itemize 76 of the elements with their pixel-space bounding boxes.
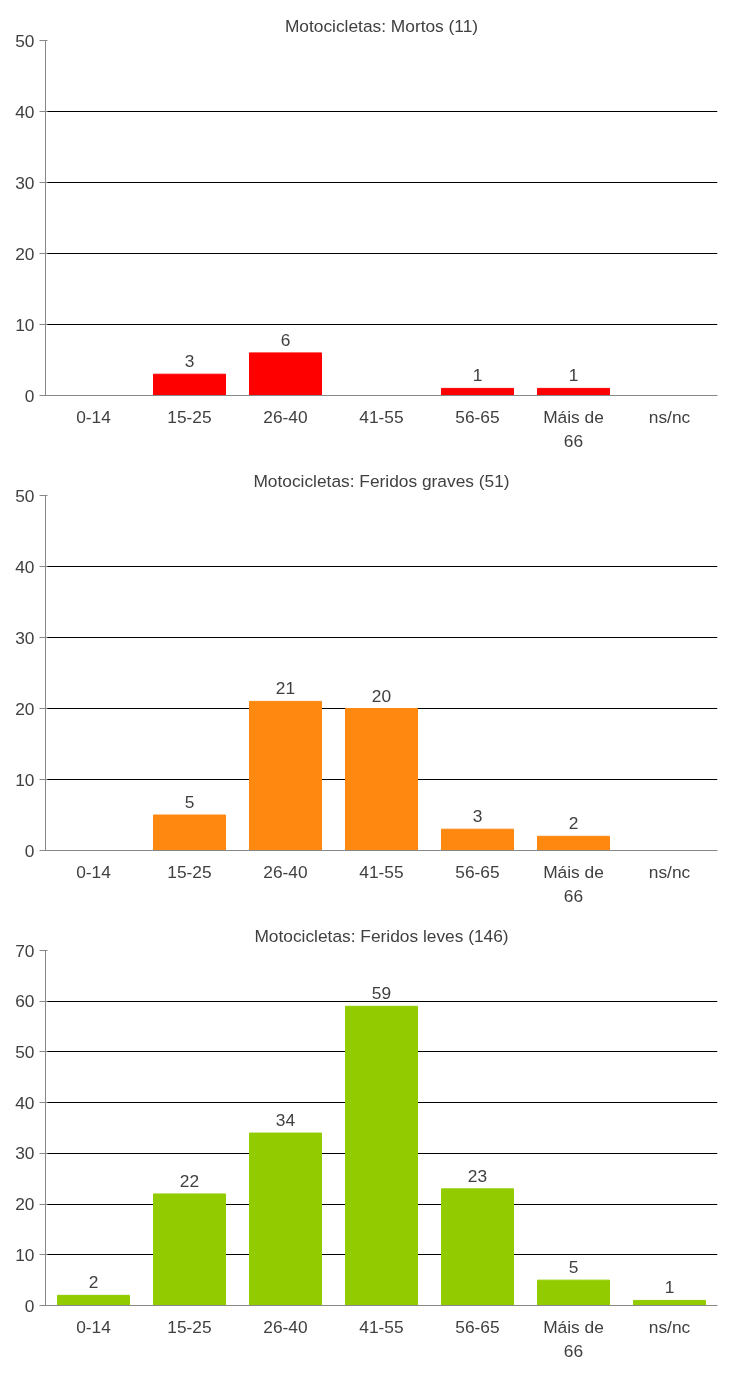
y-tick-label: 30 — [15, 1143, 35, 1164]
bar — [441, 828, 514, 851]
y-tick-label: 30 — [15, 172, 35, 193]
data-label: 1 — [664, 1277, 675, 1298]
bar — [153, 373, 226, 396]
data-label: 1 — [568, 365, 579, 386]
x-tick-label: 41-55 — [359, 861, 404, 882]
x-tick-label: 26-40 — [263, 406, 308, 427]
y-tick-label: 70 — [15, 940, 35, 961]
data-label: 6 — [280, 329, 291, 350]
data-label: 20 — [371, 685, 392, 706]
bar — [537, 835, 610, 851]
data-label: 5 — [184, 792, 195, 812]
data-label: 2 — [88, 1272, 99, 1293]
x-tick-label: 26-40 — [263, 1316, 308, 1337]
y-tick-label: 20 — [15, 1194, 35, 1215]
data-label: 3 — [472, 806, 483, 827]
chart-title: Motocicletas: Feridos leves (146) — [254, 925, 509, 946]
y-tick-label: 40 — [15, 1092, 35, 1113]
data-label: 23 — [467, 1165, 488, 1186]
bar — [153, 1193, 226, 1306]
chart-title: Motocicletas: Mortos (11) — [284, 15, 479, 36]
y-tick-label: 40 — [15, 101, 35, 122]
bar — [57, 1294, 130, 1306]
bar — [537, 1279, 610, 1306]
data-label: 59 — [371, 983, 392, 1004]
x-tick-label: 0-14 — [76, 1316, 112, 1337]
y-tick-label: 40 — [15, 556, 35, 577]
x-tick-label: ns/nc — [648, 861, 691, 882]
x-tick-label: 41-55 — [359, 406, 404, 427]
y-tick-label: 0 — [24, 385, 35, 406]
y-tick-label: 50 — [15, 1041, 35, 1062]
x-tick-label: 15-25 — [167, 1316, 212, 1337]
data-label: 34 — [275, 1110, 296, 1131]
data-label: 21 — [275, 678, 296, 699]
x-tick-label: 56-65 — [455, 1316, 500, 1337]
x-tick-label: ns/nc — [648, 1316, 691, 1337]
bar — [441, 387, 514, 396]
data-label: 1 — [472, 365, 483, 386]
y-tick-label: 0 — [24, 1295, 35, 1316]
data-label: 3 — [184, 351, 195, 372]
bar — [633, 1299, 706, 1306]
y-tick-label: 0 — [24, 840, 35, 861]
x-tick-label: 15-25 — [167, 406, 212, 427]
y-tick-label: 20 — [15, 243, 35, 264]
y-tick-label: 30 — [15, 627, 35, 648]
bar — [249, 700, 322, 851]
x-tick-label: Máis de 66 — [543, 406, 604, 451]
data-label: 22 — [179, 1170, 200, 1191]
y-tick-label: 10 — [15, 769, 35, 790]
x-tick-label: 56-65 — [455, 406, 500, 427]
bar — [249, 1132, 322, 1306]
bar — [537, 387, 610, 396]
data-label: 5 — [568, 1257, 579, 1278]
x-tick-label: ns/nc — [648, 406, 691, 427]
data-label: 2 — [568, 813, 579, 834]
x-tick-label: 56-65 — [455, 861, 500, 882]
chart-title: Motocicletas: Feridos graves (51) — [253, 470, 510, 491]
y-tick-label: 20 — [15, 698, 35, 719]
x-tick-label: 26-40 — [263, 861, 308, 882]
y-tick-label: 10 — [15, 314, 35, 335]
bar — [345, 708, 418, 851]
y-tick-label: 50 — [15, 485, 35, 506]
x-tick-label: Máis de 66 — [543, 861, 604, 906]
bar — [345, 1005, 418, 1306]
x-tick-label: 0-14 — [76, 406, 112, 427]
y-tick-label: 10 — [15, 1244, 35, 1265]
x-tick-label: 0-14 — [76, 861, 112, 882]
bar — [153, 814, 226, 851]
y-tick-label: 50 — [15, 30, 35, 51]
bar — [249, 352, 322, 396]
x-tick-label: 15-25 — [167, 861, 212, 882]
x-tick-label: Máis de 66 — [543, 1316, 604, 1361]
x-tick-label: 41-55 — [359, 1316, 404, 1337]
bar — [441, 1188, 514, 1306]
y-tick-label: 60 — [15, 991, 35, 1012]
